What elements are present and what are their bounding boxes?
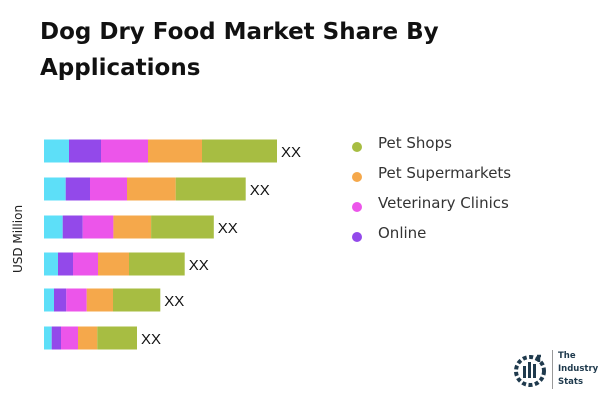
bar-segment-series-0 (44, 326, 52, 350)
bar-segment-series-0 (44, 215, 63, 239)
bar-segment-pet-shops (97, 326, 137, 350)
bar-segment-online (62, 215, 83, 239)
data-label: XX (189, 257, 209, 274)
bar-segment-online (54, 288, 67, 312)
data-label: XX (281, 144, 301, 161)
logo-text-line: Industry (558, 364, 599, 374)
legend-item-online: Online (352, 218, 511, 248)
bar-segment-online (69, 139, 101, 163)
bar-segment-pet-shops (113, 288, 161, 312)
gear-logo-icon (514, 354, 546, 387)
bar-segment-pet-shops (175, 177, 246, 201)
bar-segment-pet-supermarkets (127, 177, 176, 201)
legend-swatch (352, 202, 362, 212)
bar-segment-series-0 (44, 177, 66, 201)
bar-segment-online (65, 177, 90, 201)
data-label: XX (141, 331, 161, 348)
logo: The Industry Stats (512, 350, 598, 389)
bar-segment-pet-supermarkets (148, 139, 202, 163)
bar-segment-online (51, 326, 61, 350)
chart-title: Dog Dry Food Market Share By Application… (40, 19, 439, 81)
data-label: XX (218, 220, 238, 237)
legend-item-pet-supermarkets: Pet Supermarkets (352, 158, 511, 188)
bar-segment-veterinary-clinics (101, 139, 148, 163)
legend-swatch (352, 172, 362, 182)
bar-segment-pet-supermarkets (86, 288, 113, 312)
logo-text-line: Stats (558, 377, 584, 387)
bar-segment-pet-shops (202, 139, 277, 163)
bar-segment-pet-supermarkets (113, 215, 152, 239)
bar-segment-series-0 (44, 252, 58, 276)
data-label: XX (164, 293, 184, 310)
logo-text-line: The (558, 351, 576, 361)
legend-swatch (352, 142, 362, 152)
bar-segment-series-0 (44, 288, 54, 312)
bar-segment-series-0 (44, 139, 69, 163)
legend-label: Pet Supermarkets (378, 164, 512, 182)
bar-segment-pet-supermarkets (78, 326, 98, 350)
legend-swatch (352, 232, 362, 242)
legend-label: Pet Shops (378, 134, 452, 152)
bar-segment-veterinary-clinics (61, 326, 78, 350)
bar-segment-veterinary-clinics (66, 288, 87, 312)
legend-item-pet-shops: Pet Shops (352, 128, 511, 158)
legend: Pet Shops Pet Supermarkets Veterinary Cl… (352, 128, 511, 248)
data-label: XX (250, 182, 270, 199)
legend-label: Online (378, 224, 427, 242)
legend-item-veterinary-clinics: Veterinary Clinics (352, 188, 511, 218)
bar-segment-pet-shops (129, 252, 185, 276)
bar-segment-pet-shops (151, 215, 214, 239)
bar-segment-veterinary-clinics (90, 177, 127, 201)
bar-segment-pet-supermarkets (98, 252, 129, 276)
bar-segment-veterinary-clinics (73, 252, 98, 276)
bar-segment-online (58, 252, 73, 276)
legend-label: Veterinary Clinics (378, 194, 509, 212)
bar-segment-veterinary-clinics (82, 215, 114, 239)
